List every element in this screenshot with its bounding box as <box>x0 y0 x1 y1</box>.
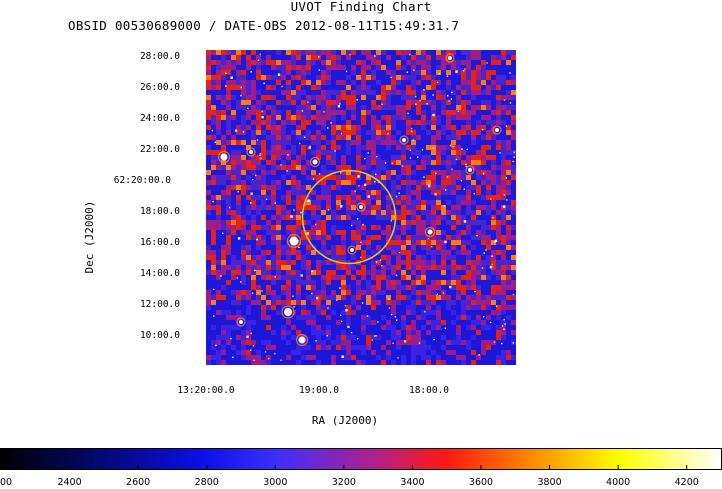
x-axis: 13:20:00.0 19:00.0 18:00.0 RA (J2000) <box>177 385 449 427</box>
colorbar-tick-label: 3200 <box>332 477 356 488</box>
colorbar-tick-label: 4200 <box>675 477 699 488</box>
colorbar-tick-label: 2800 <box>195 477 219 488</box>
x-tick-label: 19:00.0 <box>299 385 339 396</box>
image-noise <box>206 50 516 365</box>
chart-subtitle: OBSID 00530689000 / DATE-OBS 2012-08-11T… <box>68 18 460 33</box>
image-stars <box>211 53 516 361</box>
colorbar: 00 2400 2600 2800 3000 3200 3400 3600 3800 4000 42… <box>0 448 722 488</box>
colorbar-tick-label: 4000 <box>606 477 630 488</box>
y-tick-label: 62:20:00.0 <box>114 175 171 186</box>
y-tick-label: 28:00.0 <box>140 51 180 62</box>
colorbar-tick-label: 3000 <box>263 477 287 488</box>
colorbar-gradient <box>0 448 722 470</box>
y-axis-label: Dec (J2000) <box>83 201 96 274</box>
y-tick-label: 12:00.0 <box>140 299 180 310</box>
sky-image <box>206 50 516 365</box>
y-tick-label: 24:00.0 <box>140 113 180 124</box>
y-tick-label: 22:00.0 <box>140 144 180 155</box>
colorbar-tick-label: 3600 <box>469 477 493 488</box>
chart-title: UVOT Finding Chart <box>290 0 432 14</box>
colorbar-ticks: 00 2400 2600 2800 3000 3200 3400 3600 3800 4000 42… <box>0 465 699 488</box>
colorbar-tick-label: 3400 <box>400 477 424 488</box>
colorbar-tick-label: 3800 <box>537 477 561 488</box>
colorbar-tick-label: 2600 <box>126 477 150 488</box>
x-axis-label: RA (J2000) <box>312 414 378 427</box>
colorbar-tick-label: 2400 <box>57 477 81 488</box>
y-tick-label: 10:00.0 <box>140 330 180 341</box>
x-tick-label: 13:20:00.0 <box>177 385 234 396</box>
y-tick-label: 18:00.0 <box>140 206 180 217</box>
colorbar-tick-label: 00 <box>0 477 12 488</box>
y-tick-label: 14:00.0 <box>140 268 180 279</box>
y-tick-label: 16:00.0 <box>140 237 180 248</box>
y-axis: 28:00.0 26:00.0 24:00.0 22:00.0 62:20:00… <box>83 51 180 341</box>
y-tick-label: 26:00.0 <box>140 82 180 93</box>
x-tick-label: 18:00.0 <box>409 385 449 396</box>
source-region-circle <box>301 169 397 265</box>
